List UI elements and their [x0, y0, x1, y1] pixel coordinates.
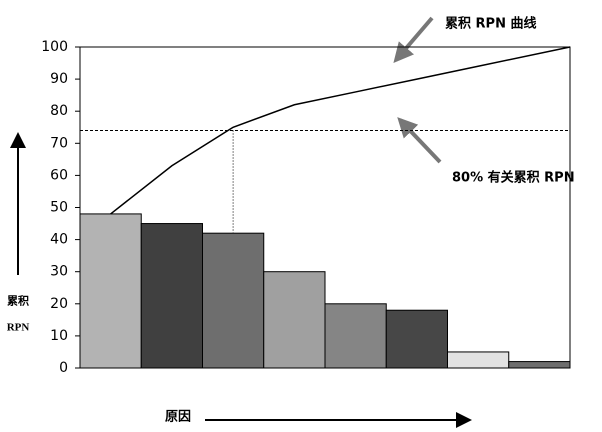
annotation: 累积 RPN 曲线: [445, 16, 536, 32]
y-tick-label: 70: [50, 135, 68, 151]
y-tick-label: 20: [50, 296, 68, 312]
x-label: 原因: [165, 410, 191, 425]
y-tick-label: 0: [59, 360, 68, 376]
y-tick-label: 90: [50, 71, 68, 87]
y-tick-label: 30: [50, 264, 68, 280]
bar: [79, 213, 142, 369]
y-tick-label: 80: [50, 103, 68, 119]
bar: [385, 309, 448, 369]
y-tick-label: 50: [50, 200, 68, 216]
cumulative-line: [110, 46, 571, 215]
y-label: RPN: [7, 322, 30, 334]
bar: [324, 303, 387, 369]
bar: [140, 223, 203, 369]
y-tick-label: 40: [50, 232, 68, 248]
annotation-arrow: [397, 117, 442, 164]
y-tick-label: 10: [50, 328, 68, 344]
annotation-arrow: [393, 16, 434, 64]
bar: [202, 232, 265, 369]
y-tick-label: 60: [50, 167, 68, 183]
y-label: 累积: [7, 294, 29, 308]
bar: [447, 351, 510, 369]
bar: [263, 271, 326, 369]
annotation: 80% 有关累积 RPN: [452, 170, 575, 186]
y-tick-label: 100: [41, 39, 68, 55]
bar: [508, 361, 571, 369]
